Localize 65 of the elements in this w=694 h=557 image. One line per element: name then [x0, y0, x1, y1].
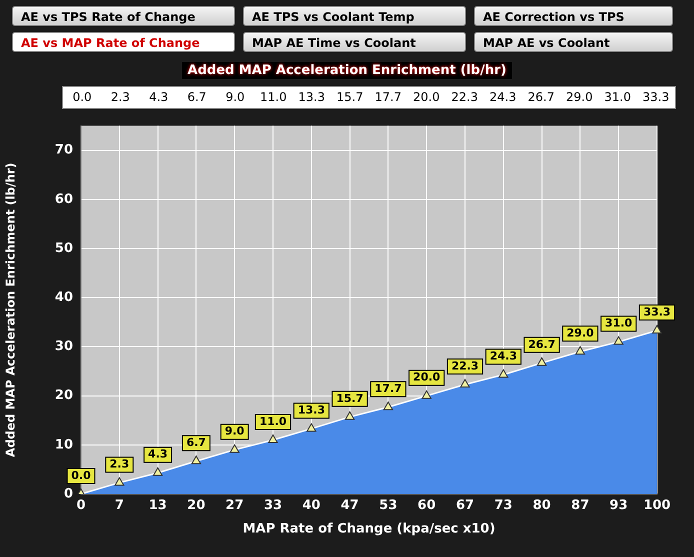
text: 2.3 — [110, 458, 130, 471]
text: 11.0 — [259, 414, 287, 428]
data-label: 31.0 — [603, 89, 632, 106]
x-tick-label: 7 — [114, 498, 124, 514]
text: 13.3 — [298, 404, 325, 417]
text: AE TPS vs Coolant Temp — [243, 6, 466, 26]
x-axis-title: MAP Rate of Change (kpa/sec x10) — [242, 522, 496, 537]
x-tick-label: 87 — [571, 498, 590, 514]
data-label: 24.3 — [488, 89, 518, 106]
data-label: 2.3 — [110, 89, 131, 106]
y-tick-label: 20 — [54, 388, 73, 404]
y-tick-label: 50 — [54, 240, 73, 256]
text: 6.7 — [186, 436, 206, 449]
data-label: 15.7 — [336, 89, 364, 106]
data-label: 11.0 — [259, 89, 288, 106]
data-label: 4.3 — [148, 89, 170, 106]
text: 0.0 — [71, 468, 91, 482]
text: AE vs TPS Rate of Change — [12, 6, 235, 26]
data-label: 13.3 — [297, 89, 326, 106]
x-tick-label: 20 — [187, 498, 206, 514]
x-tick-label: 47 — [340, 498, 359, 514]
data-label: 6.7 — [186, 89, 208, 106]
text: MAP AE vs Coolant — [474, 32, 673, 52]
text: 15.7 — [336, 392, 364, 405]
text: AE Correction vs TPS — [474, 6, 673, 26]
data-label: 22.3 — [450, 89, 479, 106]
data-label: 9.0 — [224, 89, 246, 106]
text: AE vs MAP Rate of Change — [12, 32, 235, 52]
data-label: 29.0 — [565, 89, 594, 106]
text: 31.0 — [605, 316, 632, 330]
text: 20.0 — [413, 370, 440, 384]
data-label: 26.7 — [526, 89, 556, 106]
x-tick-label: 60 — [418, 498, 436, 514]
data-label: 33.3 — [642, 89, 670, 106]
x-tick-label: 67 — [456, 498, 474, 514]
data-label: 0.0 — [72, 89, 93, 106]
y-tick-label: 70 — [54, 142, 73, 158]
text: 33.3 — [643, 305, 671, 318]
x-tick-label: 80 — [532, 498, 551, 514]
x-tick-label: 33 — [264, 498, 282, 514]
text: 9.0 — [224, 424, 244, 438]
y-tick-label: 60 — [54, 192, 73, 207]
text: 17.7 — [374, 382, 402, 395]
x-tick-label: 27 — [226, 498, 244, 514]
chart-title: Added MAP Acceleration Enrichment (lb/hr) — [182, 62, 512, 79]
y-tick-label: 10 — [54, 437, 73, 452]
text: 26.7 — [528, 338, 556, 351]
text: MAP AE Time vs Coolant — [243, 32, 466, 52]
text: 4.3 — [148, 448, 168, 461]
x-tick-label: 53 — [379, 498, 398, 514]
y-tick-label: 30 — [54, 339, 73, 354]
y-axis-title: Added MAP Acceleration Enrichment (lb/hr) — [3, 162, 18, 458]
x-tick-label: 73 — [494, 498, 512, 514]
data-label: 17.7 — [374, 89, 402, 106]
x-tick-label: 0 — [76, 498, 86, 514]
text: 24.3 — [490, 350, 517, 363]
text: 22.3 — [451, 359, 479, 372]
x-tick-label: 93 — [610, 498, 628, 514]
y-tick-label: 40 — [54, 290, 73, 305]
x-tick-label: 100 — [643, 498, 671, 514]
data-label: 20.0 — [412, 89, 441, 106]
x-tick-label: 40 — [302, 498, 320, 514]
y-tick-label: 0 — [64, 486, 73, 502]
x-tick-label: 13 — [148, 498, 167, 514]
text: 29.0 — [566, 326, 594, 340]
